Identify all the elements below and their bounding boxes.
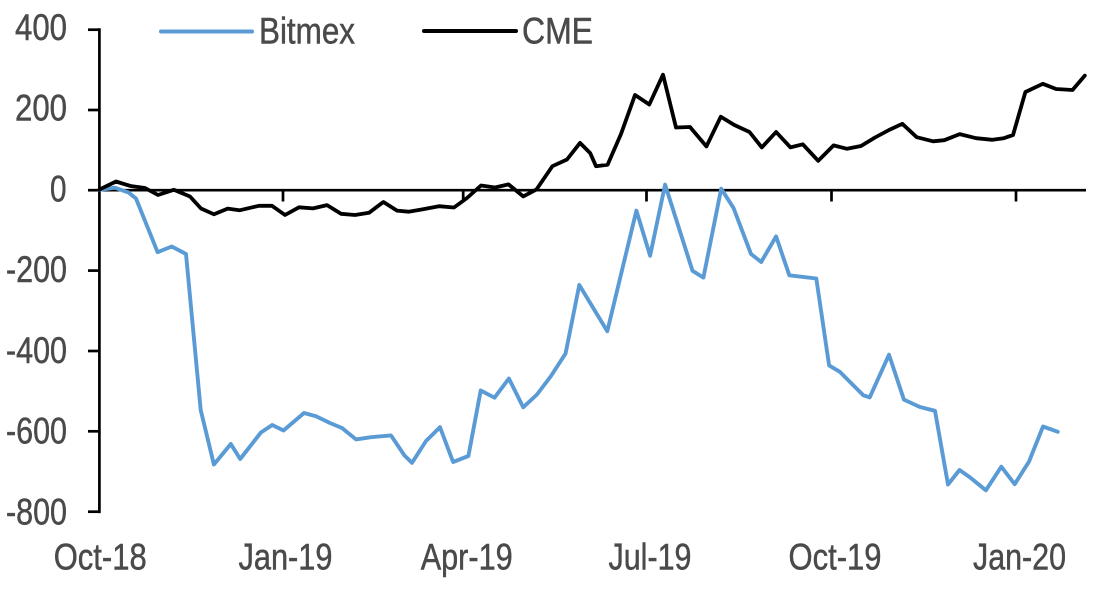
svg-text:Jan-19: Jan-19	[239, 536, 333, 578]
svg-text:0: 0	[50, 167, 67, 209]
svg-text:-200: -200	[6, 248, 67, 290]
svg-text:Oct-19: Oct-19	[789, 536, 882, 578]
svg-text:Bitmex: Bitmex	[259, 10, 355, 52]
svg-text:400: 400	[15, 6, 67, 48]
svg-text:-800: -800	[6, 490, 67, 532]
svg-text:CME: CME	[522, 10, 593, 52]
svg-text:Jul-19: Jul-19	[609, 536, 692, 578]
svg-text:200: 200	[15, 87, 67, 129]
svg-text:-600: -600	[6, 410, 67, 452]
svg-text:Apr-19: Apr-19	[421, 536, 513, 578]
svg-text:-400: -400	[6, 329, 67, 371]
svg-text:Oct-18: Oct-18	[54, 536, 147, 578]
svg-text:Jan-20: Jan-20	[973, 536, 1066, 578]
